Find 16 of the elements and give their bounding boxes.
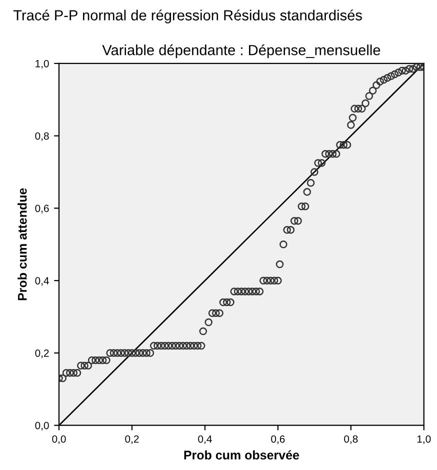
x-tick-label: 0,0 [52,435,66,444]
y-tick-label: 0,0 [35,422,49,430]
x-tick-label: 0,4 [198,435,212,444]
y-tick-label: 0,2 [35,349,49,358]
x-tick-label: 0,2 [125,435,139,444]
chart-subtitle: Variable dépendante : Dépense_mensuelle [102,44,380,58]
y-tick-label: 1,0 [36,60,49,69]
x-tick-label: 0,8 [344,435,358,444]
y-tick-label: 0,4 [35,277,49,286]
y-tick-label: 0,8 [35,132,49,141]
chart-title: Tracé P-P normal de régression Résidus standardisés [13,10,362,24]
x-axis-title: Prob cum observée [184,450,300,460]
x-tick-label: 0,6 [271,435,285,444]
y-axis-title: Prob cum attendue [18,188,27,300]
y-tick-label: 0,6 [35,204,49,214]
x-tick-label: 1,0 [417,435,431,444]
